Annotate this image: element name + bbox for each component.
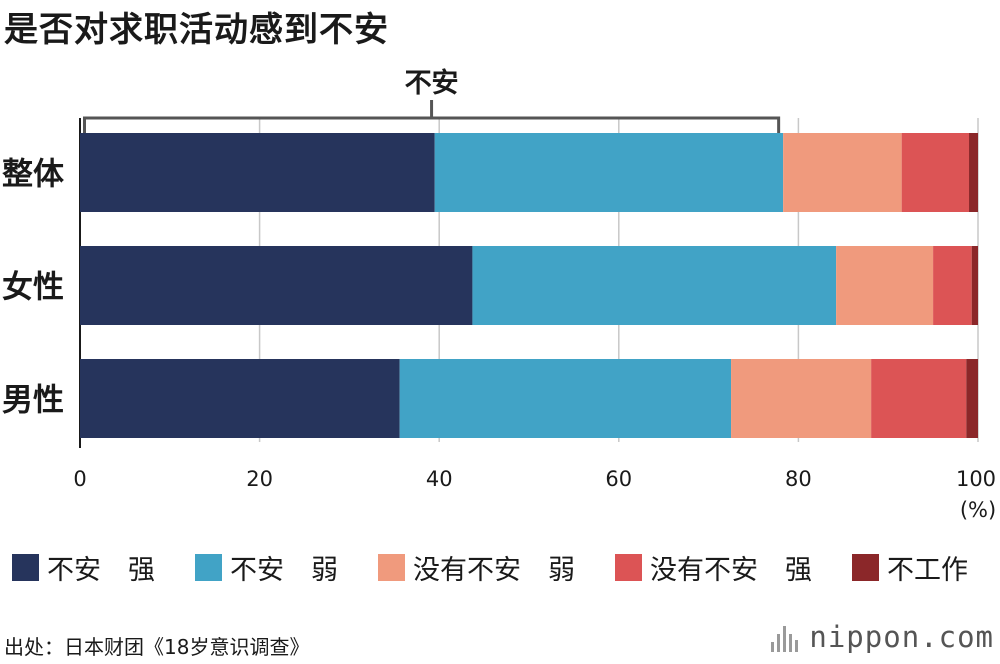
brand-mark-icon: [771, 622, 801, 652]
legend-item: 不工作: [852, 548, 968, 587]
legend-swatch: [852, 554, 879, 581]
annotation-label: 不安: [405, 68, 459, 99]
legend-swatch: [195, 554, 222, 581]
bar-segment: [399, 359, 732, 438]
legend-item: 不安 强: [12, 548, 155, 587]
legend-swatch: [12, 554, 39, 581]
category-label: 女性: [2, 270, 64, 306]
legend-label: 没有不安 强: [650, 555, 812, 586]
x-tick-label: 80: [785, 467, 812, 491]
legend-item: 没有不安 强: [615, 548, 812, 587]
category-label: 男性: [2, 383, 64, 419]
x-tick-label: 60: [605, 467, 632, 491]
legend-swatch: [378, 554, 405, 581]
bar-segment: [836, 246, 934, 325]
bar-segment: [731, 359, 872, 438]
bar-segment: [871, 359, 967, 438]
brand-logo: nippon.com: [771, 620, 994, 654]
x-tick-label: 20: [246, 467, 273, 491]
bar-segment: [80, 133, 435, 212]
x-tick-label: 100: [956, 467, 996, 491]
brand-name: nippon.com: [809, 620, 994, 654]
bar-segment: [901, 133, 970, 212]
bar-segment: [969, 133, 978, 212]
x-unit-label: (%): [960, 498, 996, 522]
x-tick-label: 40: [426, 467, 453, 491]
source-note: 出处：日本财团《18岁意识调查》: [4, 635, 310, 659]
bar-segment: [933, 246, 972, 325]
category-label: 整体: [2, 157, 64, 193]
legend-item: 没有不安 弱: [378, 548, 575, 587]
bar-segment: [783, 133, 902, 212]
bar-segment: [472, 246, 837, 325]
legend: 不安 强 不安 弱 没有不安 弱 没有不安 强 不工作: [12, 548, 968, 587]
chart-title: 是否对求职活动感到不安: [4, 10, 389, 50]
bar-segment: [971, 246, 978, 325]
bar-segment: [966, 359, 978, 438]
bar-segment: [80, 246, 473, 325]
legend-item: 不安 弱: [195, 548, 338, 587]
legend-label: 没有不安 弱: [413, 555, 575, 586]
legend-label: 不安 弱: [230, 555, 338, 586]
annotation-bracket: [82, 116, 781, 133]
x-tick-label: 0: [73, 467, 86, 491]
bar-segment: [434, 133, 784, 212]
bar-segment: [80, 359, 400, 438]
legend-label: 不安 强: [47, 555, 155, 586]
legend-swatch: [615, 554, 642, 581]
legend-label: 不工作: [887, 555, 968, 586]
